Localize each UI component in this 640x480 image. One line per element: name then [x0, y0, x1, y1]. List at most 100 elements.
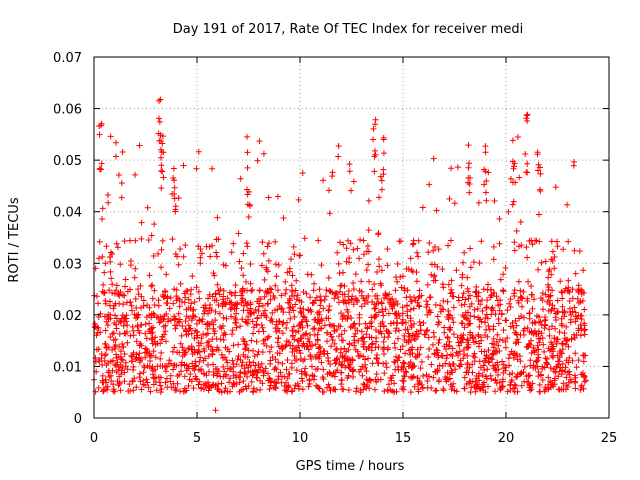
data-point [559, 322, 566, 329]
data-point [170, 174, 177, 181]
data-point [523, 115, 530, 122]
data-point [157, 137, 164, 144]
data-point [507, 175, 514, 182]
data-point [332, 360, 339, 367]
data-point [549, 248, 556, 255]
data-point [403, 369, 410, 376]
data-point [183, 327, 190, 334]
data-point [518, 303, 525, 310]
data-point [344, 309, 351, 316]
data-point [332, 346, 339, 353]
data-point [385, 310, 392, 317]
data-point [117, 348, 124, 355]
data-point [113, 153, 120, 160]
data-point [248, 310, 255, 317]
data-point [337, 361, 344, 368]
data-point [99, 253, 106, 260]
data-point [159, 168, 166, 175]
data-point [372, 151, 379, 158]
data-point [222, 385, 229, 392]
data-point [465, 295, 472, 302]
data-point [463, 369, 470, 376]
data-point [341, 345, 348, 352]
data-point [433, 346, 440, 353]
data-point [351, 339, 358, 346]
data-point [266, 386, 273, 393]
data-point [415, 330, 422, 337]
data-point [434, 313, 441, 320]
data-point [240, 307, 247, 314]
data-point [424, 384, 431, 391]
data-point [170, 366, 177, 373]
data-point [272, 364, 279, 371]
data-point [136, 374, 143, 381]
data-point [492, 377, 499, 384]
data-point [320, 389, 327, 396]
data-point [209, 336, 216, 343]
data-point [289, 349, 296, 356]
data-point [193, 320, 200, 327]
data-point [573, 364, 580, 371]
data-point [235, 353, 242, 360]
data-point [287, 297, 294, 304]
data-point [396, 354, 403, 361]
data-point [258, 321, 265, 328]
data-point [490, 335, 497, 342]
data-point [149, 282, 156, 289]
data-point [510, 385, 517, 392]
data-point [572, 374, 579, 381]
data-point [245, 347, 252, 354]
data-point [184, 287, 191, 294]
data-point [177, 340, 184, 347]
data-point [329, 322, 336, 329]
data-point [425, 334, 432, 341]
data-point [371, 168, 378, 175]
data-point [491, 341, 498, 348]
data-point [159, 237, 166, 244]
data-point [380, 312, 387, 319]
data-point [400, 372, 407, 379]
data-point [540, 306, 547, 313]
data-point [185, 314, 192, 321]
data-point [213, 236, 220, 243]
data-point [101, 352, 108, 359]
data-point [415, 237, 422, 244]
data-point [447, 351, 454, 358]
data-point [515, 339, 522, 346]
data-point [379, 318, 386, 325]
data-point [320, 376, 327, 383]
data-point [292, 287, 299, 294]
data-point [275, 335, 282, 342]
data-point [398, 284, 405, 291]
data-point [481, 348, 488, 355]
data-point [458, 302, 465, 309]
data-point [414, 346, 421, 353]
data-point [214, 370, 221, 377]
data-point [551, 305, 558, 312]
data-point [498, 384, 505, 391]
data-point [142, 321, 149, 328]
data-point [481, 379, 488, 386]
data-point [320, 347, 327, 354]
data-point [378, 186, 385, 193]
data-point [98, 122, 105, 129]
data-point [302, 371, 309, 378]
data-point [222, 372, 229, 379]
data-point [149, 295, 156, 302]
data-point [328, 343, 335, 350]
data-point [230, 368, 237, 375]
data-point [209, 165, 216, 172]
data-point [525, 342, 532, 349]
data-point [160, 174, 167, 181]
data-point [500, 327, 507, 334]
data-point [266, 375, 273, 382]
data-point [541, 364, 548, 371]
data-point [527, 357, 534, 364]
data-point [364, 381, 371, 388]
data-point [516, 174, 523, 181]
data-point [195, 288, 202, 295]
data-point [267, 379, 274, 386]
data-point [548, 306, 555, 313]
data-point [372, 116, 379, 123]
data-point [378, 299, 385, 306]
